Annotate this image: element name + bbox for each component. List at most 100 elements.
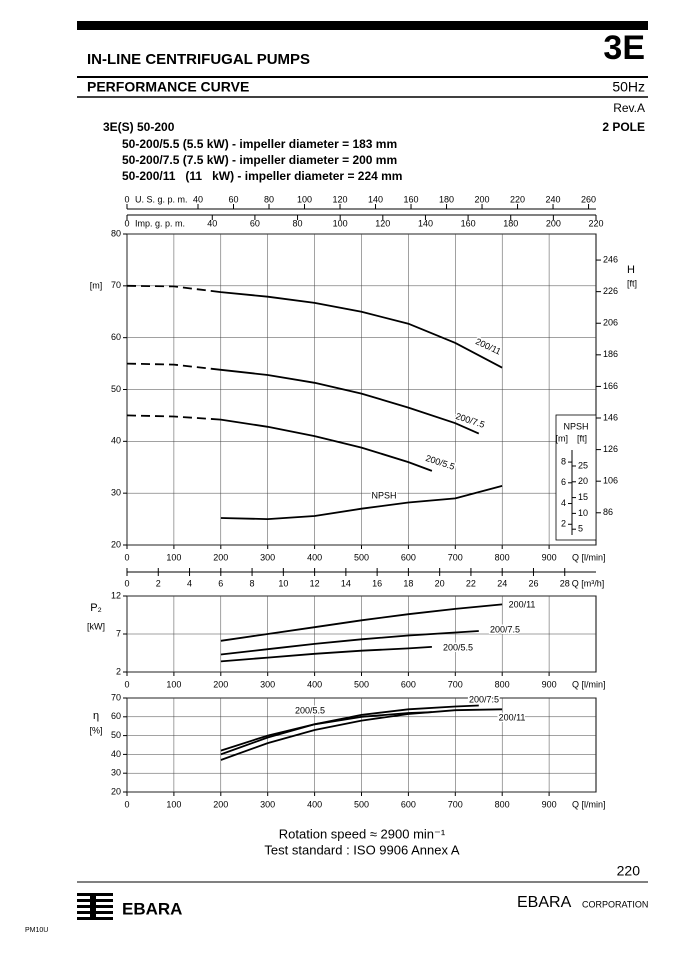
x-tick-label: 800 xyxy=(495,679,510,689)
bottom2-axis-label: Q [m³/h] xyxy=(572,578,605,588)
bottom2-tick-label: 6 xyxy=(218,578,223,588)
doc-code: PM10U xyxy=(25,927,48,934)
x-tick-label: 700 xyxy=(448,552,463,562)
top-tick-label: 0 xyxy=(124,194,129,204)
x-tick-label: 300 xyxy=(260,552,275,562)
bottom2-tick-label: 14 xyxy=(341,578,351,588)
bottom2-tick-label: 0 xyxy=(124,578,129,588)
series-line xyxy=(220,630,479,656)
top-tick-label: 200 xyxy=(546,218,561,228)
bottom2-tick-label: 28 xyxy=(560,578,570,588)
bottom2-tick-label: 8 xyxy=(250,578,255,588)
x-tick-label: 0 xyxy=(124,799,129,809)
x-tick-label: 600 xyxy=(401,799,416,809)
x-tick-label: 200 xyxy=(213,799,228,809)
x-tick-label: 700 xyxy=(448,799,463,809)
npsh-ft-tick-label: 10 xyxy=(578,508,588,518)
series-label: 200/5.5 xyxy=(443,642,473,652)
y2-tick-label: 206 xyxy=(603,318,618,328)
npsh-m-label: [m] xyxy=(556,433,569,443)
y-axis-title: P₂ xyxy=(90,602,102,614)
y-tick-label: 20 xyxy=(111,539,121,549)
bottom2-tick-label: 16 xyxy=(372,578,382,588)
top-tick-label: 140 xyxy=(418,218,433,228)
x-tick-label: 300 xyxy=(260,679,275,689)
npsh-title: NPSH xyxy=(563,421,588,431)
x-tick-label: 100 xyxy=(166,799,181,809)
y-axis-title: η xyxy=(93,710,99,722)
y2-tick-label: 86 xyxy=(603,507,613,517)
x-tick-label: 900 xyxy=(542,799,557,809)
top-tick-label: 100 xyxy=(297,194,312,204)
top-tick-label: 120 xyxy=(333,194,348,204)
series-line xyxy=(126,414,433,472)
series-label: 200/7.5 xyxy=(490,624,520,634)
logo-text: EBARA xyxy=(122,899,182,918)
series-line xyxy=(220,485,503,521)
x-tick-label: 700 xyxy=(448,679,463,689)
x-axis-label: Q [l/min] xyxy=(572,679,606,689)
x-tick-label: 500 xyxy=(354,552,369,562)
y-tick-label: 30 xyxy=(111,768,121,778)
x-tick-label: 800 xyxy=(495,552,510,562)
title: IN-LINE CENTRIFUGAL PUMPS xyxy=(87,51,310,68)
x-tick-label: 600 xyxy=(401,552,416,562)
x-tick-label: 500 xyxy=(354,679,369,689)
y2-tick-label: 106 xyxy=(603,476,618,486)
top-bar xyxy=(77,21,648,30)
top-tick-label: 60 xyxy=(229,194,239,204)
variant: 50-200/7.5 (7.5 kW) - impeller diameter … xyxy=(122,153,397,167)
y-tick-label: 40 xyxy=(111,436,121,446)
series-label: NPSH xyxy=(371,490,396,500)
top-tick-label: 220 xyxy=(510,194,525,204)
top-tick-label: 40 xyxy=(193,194,203,204)
y-tick-label: 7 xyxy=(116,628,121,638)
y-axis-label: [m] xyxy=(90,280,103,290)
bottom2-tick-label: 22 xyxy=(466,578,476,588)
npsh-ft-label: [ft] xyxy=(577,433,587,443)
top-tick-label: 60 xyxy=(250,218,260,228)
npsh-ft-tick-label: 15 xyxy=(578,492,588,502)
y-tick-label: 70 xyxy=(111,280,121,290)
x-tick-label: 900 xyxy=(542,552,557,562)
y2-axis-label: [ft] xyxy=(627,278,637,288)
bottom2-tick-label: 2 xyxy=(156,578,161,588)
npsh-box xyxy=(555,414,597,541)
top-tick-label: 0 xyxy=(124,218,129,228)
y2-tick-label: 226 xyxy=(603,286,618,296)
poles: 2 POLE xyxy=(602,120,645,134)
npsh-m-tick-label: 2 xyxy=(561,519,566,529)
top-tick-label: 180 xyxy=(503,218,518,228)
series-label: 200/7.5 xyxy=(469,694,499,704)
x-tick-label: 500 xyxy=(354,799,369,809)
y-tick-label: 60 xyxy=(111,711,121,721)
x-tick-label: 200 xyxy=(213,679,228,689)
x-tick-label: 400 xyxy=(307,679,322,689)
y-tick-label: 60 xyxy=(111,332,121,342)
y-axis-label: [%] xyxy=(89,725,102,735)
x-tick-label: 100 xyxy=(166,552,181,562)
npsh-m-tick-label: 4 xyxy=(561,498,566,508)
revision: Rev.A xyxy=(613,101,645,115)
bottom2-tick-label: 18 xyxy=(403,578,413,588)
series-label: 200/11 xyxy=(499,712,526,722)
series-line xyxy=(220,603,503,642)
x-tick-label: 400 xyxy=(307,799,322,809)
series-label: 200/11 xyxy=(509,599,536,609)
npsh-ft-tick-label: 25 xyxy=(578,460,588,470)
y-axis-label: [kW] xyxy=(87,621,105,631)
top-tick-label: 220 xyxy=(588,218,603,228)
series-line xyxy=(220,704,479,756)
top-tick-label: 160 xyxy=(461,218,476,228)
company-suffix: CORPORATION xyxy=(582,899,648,909)
npsh-m-tick-label: 6 xyxy=(561,477,566,487)
npsh-m-tick-label: 8 xyxy=(561,456,566,466)
y-tick-label: 50 xyxy=(111,384,121,394)
variant: 50-200/11 (11 kW) - impeller diameter = … xyxy=(122,169,402,183)
y-tick-label: 20 xyxy=(111,786,121,796)
company: EBARA xyxy=(517,894,572,911)
top-tick-label: 80 xyxy=(293,218,303,228)
bottom2-tick-label: 12 xyxy=(310,578,320,588)
y-tick-label: 70 xyxy=(111,692,121,702)
series-line xyxy=(126,362,480,435)
